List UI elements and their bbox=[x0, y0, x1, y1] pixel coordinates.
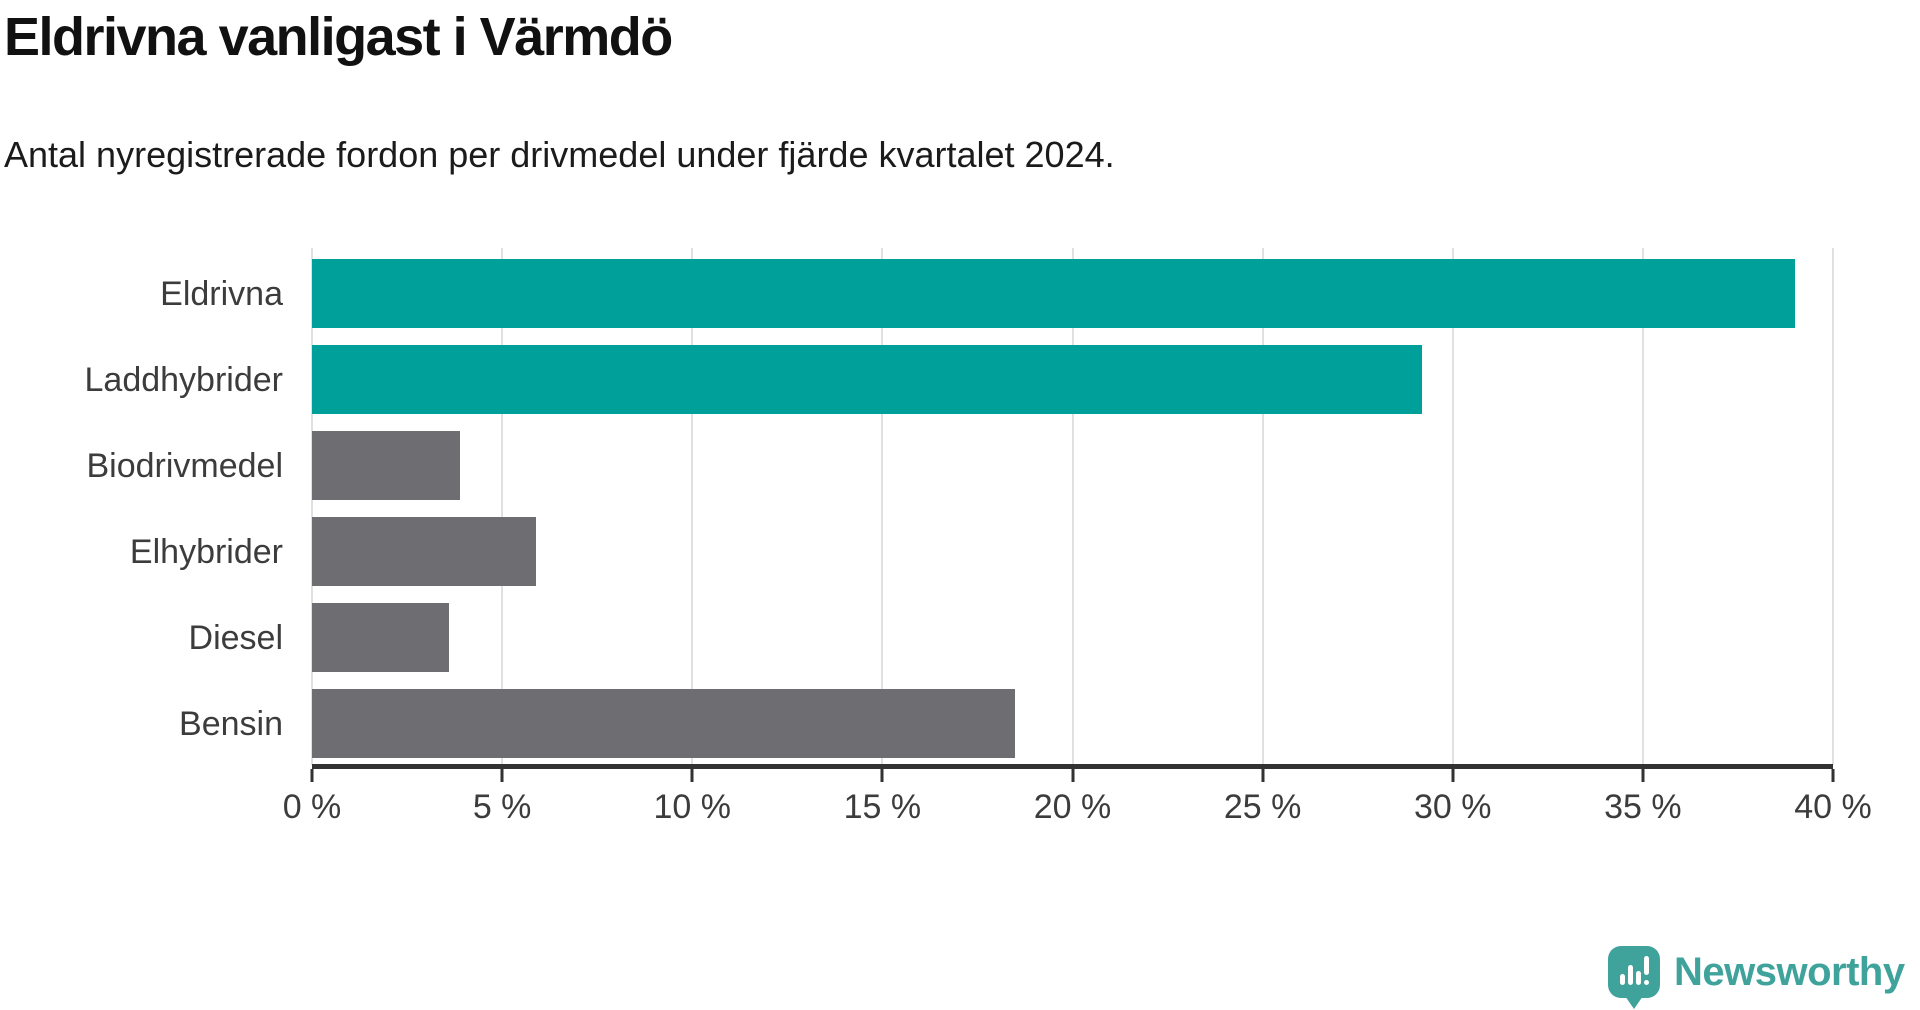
exclamation-dot bbox=[1644, 980, 1649, 985]
newsworthy-logo-icon bbox=[1608, 946, 1660, 1009]
category-label-biodrivmedel: Biodrivmedel bbox=[86, 446, 283, 485]
chart-title: Eldrivna vanligast i Värmdö bbox=[4, 7, 673, 67]
category-label-diesel: Diesel bbox=[188, 618, 283, 657]
gridline-30 bbox=[1451, 248, 1454, 765]
gridline-5 bbox=[501, 248, 504, 765]
plot-area: 0 % 5 % 10 % 15 % 20 % 25 % 30 % 35 % 40 % bbox=[283, 248, 1872, 826]
chart-subtitle: Antal nyregistrerade fordon per drivmede… bbox=[4, 134, 1115, 175]
category-label-bensin: Bensin bbox=[179, 704, 283, 743]
x-axis-line bbox=[312, 764, 1833, 769]
bar-glyph-2 bbox=[1628, 965, 1633, 985]
x-axis-tick-label-5: 5 % bbox=[472, 788, 532, 826]
bar-diesel bbox=[312, 603, 449, 672]
x-axis-tick-label-40: 40 % bbox=[1794, 788, 1872, 826]
bar-elhybrider bbox=[312, 517, 537, 586]
bar-glyph-3 bbox=[1636, 971, 1641, 985]
x-axis-tick-10 bbox=[690, 769, 694, 782]
newsworthy-logo-text: Newsworthy bbox=[1674, 949, 1905, 994]
x-axis-tick-40 bbox=[1831, 769, 1835, 782]
x-axis-tick-label-25: 25 % bbox=[1223, 788, 1302, 826]
x-axis-tick-35 bbox=[1641, 769, 1645, 782]
x-axis-tick-0 bbox=[310, 769, 314, 782]
bar-glyph-1 bbox=[1620, 974, 1625, 985]
x-axis-tick-label-0: 0 % bbox=[282, 788, 342, 826]
bar-bensin bbox=[312, 689, 1016, 758]
category-label-eldrivna: Eldrivna bbox=[160, 274, 283, 313]
x-axis-tick-label-15: 15 % bbox=[843, 788, 922, 826]
category-label-elhybrider: Elhybrider bbox=[129, 532, 283, 571]
gridline-0 bbox=[311, 248, 313, 765]
x-axis-tick-5 bbox=[500, 769, 504, 782]
x-axis-tick-label-30: 30 % bbox=[1414, 788, 1492, 826]
gridline-10 bbox=[691, 248, 694, 765]
exclamation-stem bbox=[1644, 956, 1649, 975]
newsworthy-logo: Newsworthy bbox=[1608, 946, 1905, 1009]
x-axis-tick-label-35: 35 % bbox=[1604, 788, 1682, 826]
x-axis-tick-20 bbox=[1071, 769, 1074, 782]
gridline-20 bbox=[1071, 248, 1074, 765]
category-label-laddhybrider: Laddhybrider bbox=[84, 360, 283, 399]
gridline-35 bbox=[1641, 248, 1644, 765]
bar-biodrivmedel bbox=[312, 431, 461, 500]
gridline-15 bbox=[881, 248, 884, 765]
speech-bubble-tail bbox=[1625, 996, 1643, 1009]
bar-eldrivna bbox=[312, 259, 1795, 328]
category-axis: Eldrivna Laddhybrider Biodrivmedel Elhybrid… bbox=[0, 248, 283, 765]
gridline-25 bbox=[1261, 248, 1264, 765]
x-axis-tick-label-20: 20 % bbox=[1033, 788, 1112, 826]
x-axis-tick-label-10: 10 % bbox=[653, 788, 732, 826]
x-axis-tick-15 bbox=[880, 769, 884, 782]
x-axis-tick-30 bbox=[1451, 769, 1455, 782]
gridline-40 bbox=[1832, 248, 1834, 765]
bar-laddhybrider bbox=[312, 345, 1423, 414]
x-axis-tick-25 bbox=[1261, 769, 1265, 782]
